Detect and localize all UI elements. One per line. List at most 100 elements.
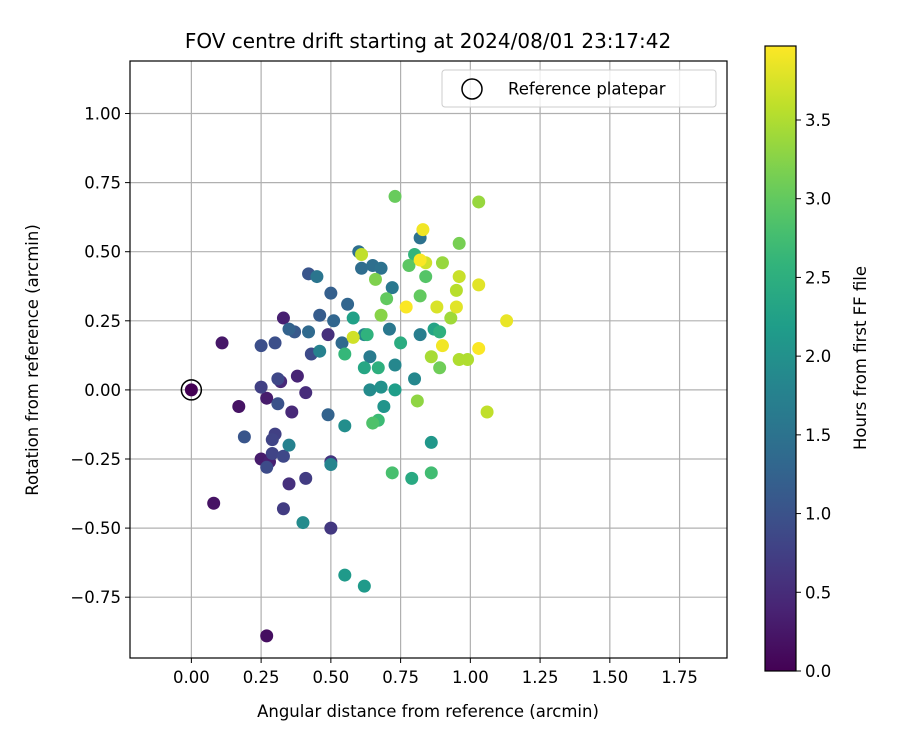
x-tick-label: 0.00: [173, 668, 210, 687]
scatter-point: [360, 328, 374, 342]
colorbar-tick-label: 2.5: [805, 268, 831, 287]
scatter-point: [184, 383, 198, 397]
y-tick-label: 1.00: [84, 105, 121, 124]
scatter-point: [324, 286, 338, 300]
y-tick-label: −0.75: [70, 588, 121, 607]
scatter-point: [232, 399, 246, 413]
x-tick-label: 1.75: [661, 668, 698, 687]
scatter-point: [310, 270, 324, 284]
scatter-point: [338, 419, 352, 433]
scatter-point: [282, 438, 296, 452]
scatter-point: [413, 328, 427, 342]
scatter-point: [313, 344, 327, 358]
chart-title: FOV centre drift starting at 2024/08/01 …: [185, 29, 671, 53]
scatter-point: [382, 322, 396, 336]
scatter-point: [472, 341, 486, 355]
scatter-point: [338, 568, 352, 582]
scatter-point: [424, 466, 438, 480]
x-tick-label: 1.00: [452, 668, 489, 687]
scatter-point: [424, 350, 438, 364]
scatter-point: [413, 289, 427, 303]
scatter-point: [452, 270, 466, 284]
scatter-point: [285, 405, 299, 419]
y-tick-label: 0.75: [84, 174, 121, 193]
x-axis-label: Angular distance from reference (arcmin): [257, 702, 599, 721]
scatter-point: [299, 471, 313, 485]
y-tick-label: −0.50: [70, 519, 121, 538]
scatter-point: [433, 325, 447, 339]
scatter-point: [388, 358, 402, 372]
colorbar-tick-label: 1.5: [805, 426, 831, 445]
scatter-point: [371, 361, 385, 375]
scatter-point: [321, 328, 335, 342]
scatter-point: [346, 330, 360, 344]
scatter-point: [338, 347, 352, 361]
y-tick-label: −0.25: [70, 450, 121, 469]
scatter-point: [452, 236, 466, 250]
scatter-point: [271, 372, 285, 386]
scatter-point: [430, 300, 444, 314]
scatter-point: [302, 325, 316, 339]
scatter-point: [290, 369, 304, 383]
scatter-point: [260, 629, 274, 643]
scatter-point: [410, 394, 424, 408]
x-tick-label: 0.75: [382, 668, 419, 687]
scatter-point: [413, 253, 427, 267]
colorbar-gradient: [765, 46, 796, 671]
reference-platepar-marker: [180, 379, 203, 401]
colorbar-tick-label: 3.0: [805, 190, 831, 209]
scatter-point: [260, 460, 274, 474]
scatter-point: [282, 477, 296, 491]
scatter-point: [265, 446, 279, 460]
scatter-point: [380, 292, 394, 306]
legend-marker-icon: [461, 78, 483, 100]
colorbar-tick-label: 0.5: [805, 583, 831, 602]
scatter-point: [260, 391, 274, 405]
scatter-point: [399, 300, 413, 314]
scatter-point: [419, 270, 433, 284]
colorbar-tick-label: 2.0: [805, 347, 831, 366]
scatter-point: [296, 516, 310, 530]
y-tick-label: 0.25: [84, 312, 121, 331]
x-tick-label: 1.50: [591, 668, 628, 687]
scatter-point: [444, 311, 458, 325]
scatter-point: [324, 458, 338, 472]
scatter-point: [299, 386, 313, 400]
scatter-point: [327, 314, 341, 328]
scatter-point: [363, 383, 377, 397]
scatter-point: [374, 261, 388, 275]
scatter-point: [472, 278, 486, 292]
scatter-point: [416, 223, 430, 237]
scatter-point: [408, 372, 422, 386]
scatter-point: [357, 361, 371, 375]
legend-box: [441, 69, 717, 108]
scatter-point: [237, 430, 251, 444]
colorbar-ticks: 0.0 0.5 1.0 1.5 2.0 2.5 3.0 3.5: [796, 111, 831, 681]
scatter-point: [276, 502, 290, 516]
x-tick-label: 0.50: [312, 668, 349, 687]
scatter-point: [449, 283, 463, 297]
scatter-point: [254, 380, 268, 394]
scatter-point: [215, 336, 229, 350]
scatter-point: [424, 435, 438, 449]
x-axis-ticks: 0.00 0.25 0.50 0.75 1.00 1.25 1.50 1.75: [173, 658, 698, 687]
colorbar-tick-label: 1.0: [805, 505, 831, 524]
scatter-point: [268, 336, 282, 350]
scatter-point: [368, 272, 382, 286]
colorbar-tick-label: 3.5: [805, 111, 831, 130]
colorbar-tick-label: 0.0: [805, 662, 831, 681]
scatter-point: [472, 195, 486, 209]
scatter-point: [324, 521, 338, 535]
scatter-point: [374, 380, 388, 394]
scatter-point: [355, 247, 369, 261]
grid: [130, 61, 727, 658]
scatter-point: [355, 261, 369, 275]
scatter-point: [346, 311, 360, 325]
scatter-point: [321, 408, 335, 422]
scatter-point: [433, 361, 447, 375]
y-tick-label: 0.50: [84, 243, 121, 262]
scatter-point: [366, 416, 380, 430]
legend-entry-reference-platepar: Reference platepar: [508, 80, 666, 99]
colorbar-frame: [764, 45, 797, 672]
